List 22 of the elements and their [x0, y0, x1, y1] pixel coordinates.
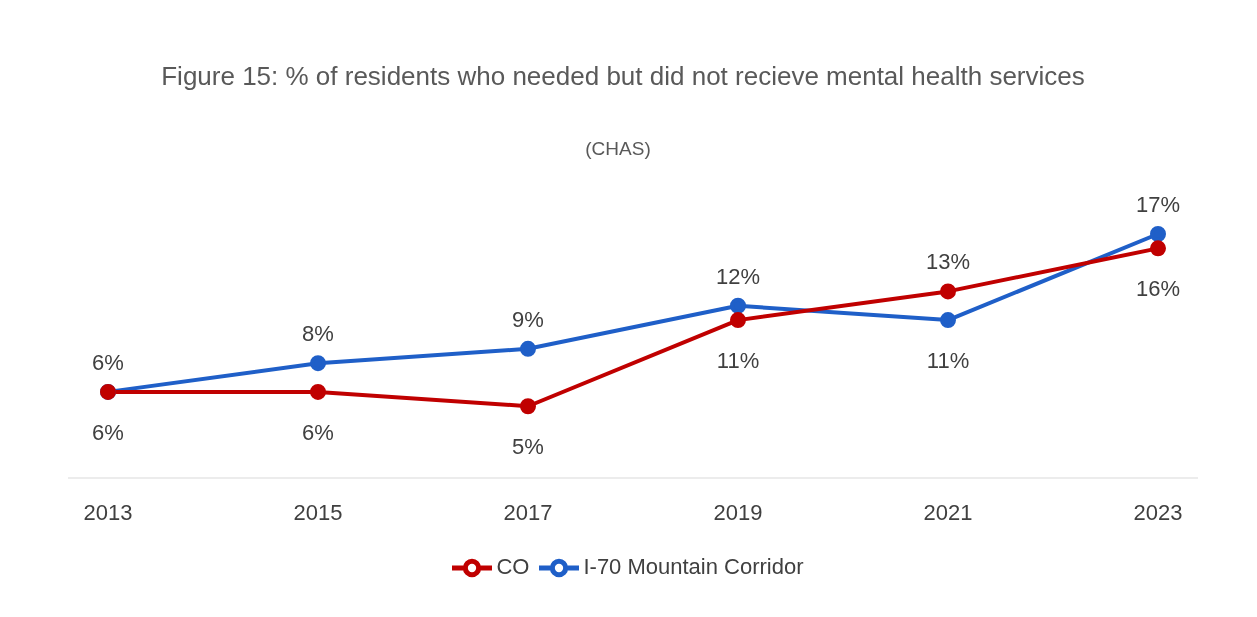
data-label: 6% [92, 419, 124, 445]
x-tick-label: 2013 [83, 499, 133, 525]
x-tick-label: 2017 [503, 499, 553, 525]
data-label: 12% [715, 263, 761, 289]
x-tick-label: 2023 [1133, 499, 1183, 525]
chart-title: Figure 15: % of residents who needed but did not recieve mental health services [160, 60, 1086, 93]
data-label: 17% [1135, 192, 1181, 217]
legend-label: CO [496, 553, 530, 579]
x-tick-label: 2019 [713, 499, 763, 525]
data-label: 9% [512, 306, 544, 332]
x-tick-label: 2021 [923, 499, 973, 525]
data-label: 5% [512, 434, 544, 460]
x-tick-label: 2015 [293, 499, 343, 525]
data-label: 6% [92, 349, 124, 375]
chart-subtitle: (CHAS) [584, 138, 652, 160]
data-label: 16% [1135, 276, 1181, 302]
data-label: 6% [302, 419, 334, 445]
data-label: 11% [926, 348, 970, 374]
data-label: 13% [925, 249, 971, 275]
legend-label: I-70 Mountain Corridor [583, 553, 804, 579]
data-label: 11% [716, 348, 760, 374]
data-label: 8% [302, 321, 334, 347]
